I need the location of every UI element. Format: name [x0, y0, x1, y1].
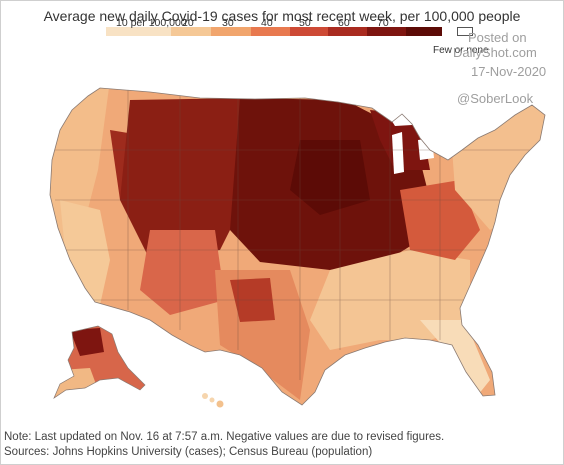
color-legend — [106, 27, 442, 36]
legend-tick-70: 70 — [377, 17, 389, 29]
watermark-posted-on: Posted on — [468, 30, 527, 45]
hawaii — [202, 393, 224, 408]
legend-swatch — [106, 27, 171, 36]
footer-note: Note: Last updated on Nov. 16 at 7:57 a.… — [4, 431, 445, 443]
region-southwest — [140, 230, 225, 315]
legend-swatch — [328, 27, 367, 36]
footer-sources: Sources: Johns Hopkins University (cases… — [4, 446, 373, 458]
watermark-handle: @SoberLook — [457, 91, 534, 106]
legend-tick-60: 60 — [338, 17, 350, 29]
legend-swatch — [406, 27, 442, 36]
legend-swatch — [171, 27, 211, 36]
map-title: Average new daily Covid-19 cases for mos… — [43, 8, 521, 24]
region-iowa-illinois — [290, 140, 370, 215]
lake-huron — [418, 138, 434, 160]
region-florida — [420, 320, 490, 395]
legend-swatch — [251, 27, 290, 36]
lake-michigan — [392, 132, 404, 174]
us-outline — [49, 87, 546, 406]
alaska — [54, 326, 145, 398]
watermark-site: DailyShot.com — [453, 45, 537, 60]
legend-few-or-none-label: Few or none — [433, 45, 489, 56]
watermark-date: 17-Nov-2020 — [471, 64, 547, 79]
legend-color-bar — [106, 27, 442, 36]
legend-tick-30: 30 — [222, 17, 234, 29]
legend-swatch — [211, 27, 251, 36]
alaska-outline — [53, 325, 146, 399]
legend-tick-20: 20 — [182, 17, 194, 29]
legend-tick-40: 40 — [261, 17, 273, 29]
legend-swatch — [290, 27, 328, 36]
legend-tick-10: 10 per 100,000 — [116, 17, 187, 29]
region-rockies — [120, 98, 250, 260]
legend-tick-50: 50 — [299, 17, 311, 29]
state-borders — [52, 90, 540, 380]
legend-few-or-none-swatch — [457, 27, 473, 36]
legend-swatch — [367, 27, 406, 36]
